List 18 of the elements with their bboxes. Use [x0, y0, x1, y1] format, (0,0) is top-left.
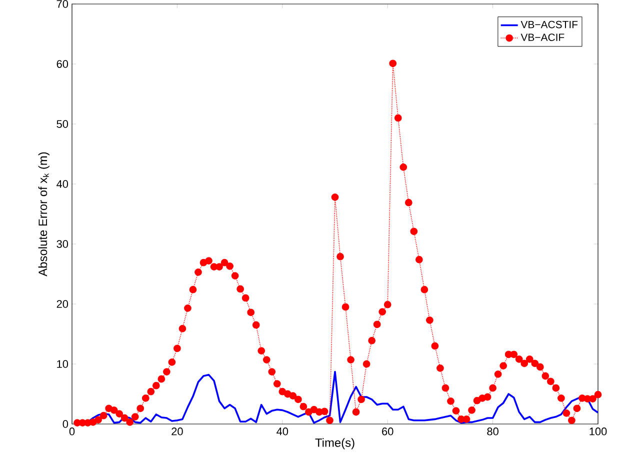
- y-tick-label: 50: [56, 120, 68, 128]
- x-tick-label: 40: [276, 428, 288, 436]
- y-tick-label: 40: [56, 180, 68, 188]
- y-tick-label: 0: [62, 420, 68, 428]
- x-tick-label: 0: [69, 428, 75, 436]
- x-tick-label: 100: [590, 428, 607, 436]
- x-axis-title: Time(s): [315, 438, 354, 450]
- legend-label: VB−ACIF: [520, 34, 564, 42]
- y-tick-label: 60: [56, 60, 68, 68]
- y-axis-title: Absolute Error of x$_{k}$ (m): [38, 152, 50, 276]
- x-tick-label: 80: [487, 428, 498, 436]
- y-tick-label: 20: [56, 300, 68, 308]
- y-tick-label: 70: [56, 0, 68, 8]
- legend-label: VB−ACSTIF: [520, 20, 578, 28]
- y-tick-label: 30: [56, 240, 68, 248]
- y-tick-label: 10: [57, 360, 68, 368]
- x-tick-label: 60: [382, 428, 394, 436]
- x-tick-label: 20: [172, 428, 183, 436]
